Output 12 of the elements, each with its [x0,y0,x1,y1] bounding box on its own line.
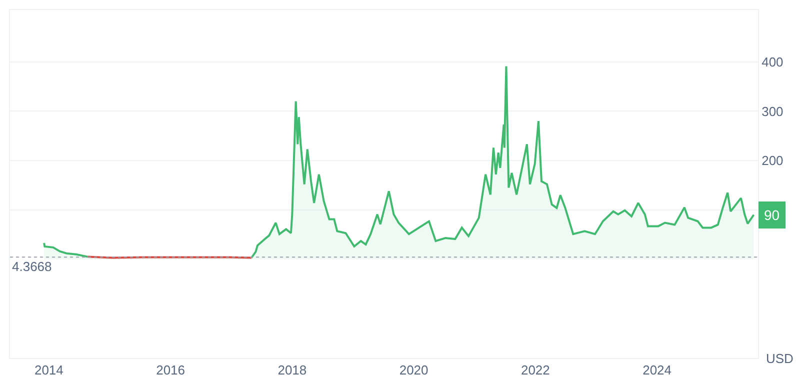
x-tick-label: 2018 [278,362,307,378]
x-tick-label: 2022 [520,362,550,378]
y-tick-label: 400 [762,54,784,70]
x-tick-label: 2024 [642,362,672,378]
x-tick-label: 2020 [399,362,428,378]
y-tick-label: 200 [762,153,784,168]
text: USD [766,351,794,366]
annotation: 90 [764,207,780,223]
x-tick-label: 2014 [34,362,64,378]
ref-line-label: 4.3668 [12,259,52,274]
x-tick-label: 2016 [156,362,186,378]
y-tick-label: 300 [762,104,784,119]
